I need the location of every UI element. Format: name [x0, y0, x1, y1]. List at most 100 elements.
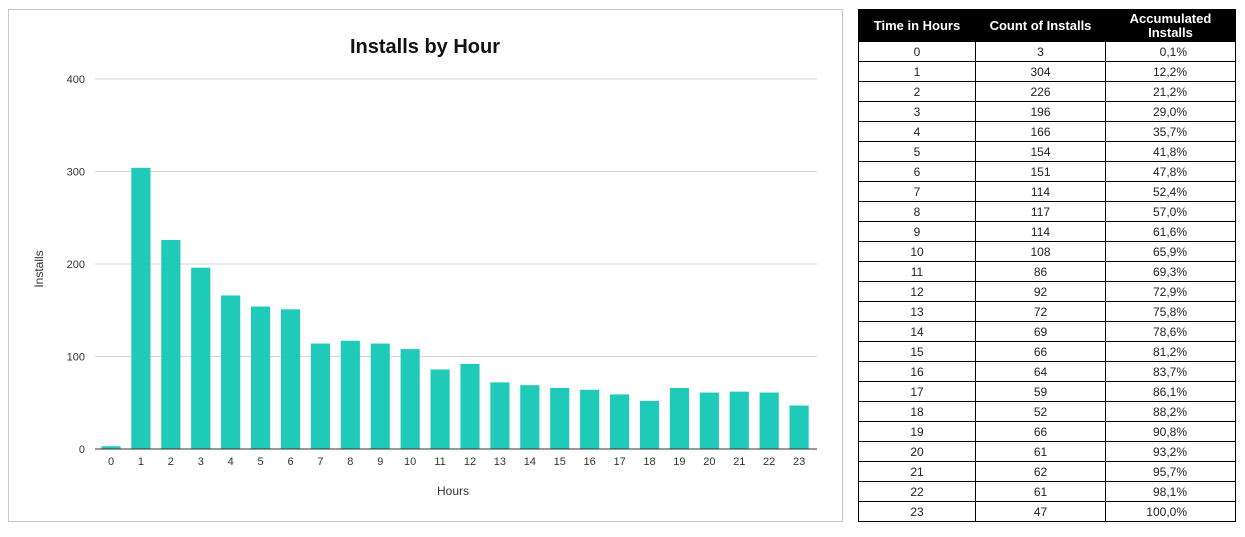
bar-hour-13: [490, 382, 510, 449]
cell-count: 166: [975, 121, 1106, 142]
cell-hour: 10: [858, 241, 976, 262]
cell-count: 52: [975, 401, 1106, 422]
cell-accumulated: 69,3%: [1105, 261, 1236, 282]
table-row: 2 226 21,2%: [858, 81, 1236, 102]
y-tick-label: 0: [79, 444, 85, 456]
bar-hour-14: [520, 385, 540, 449]
cell-hour: 4: [858, 121, 976, 142]
x-tick-label: 16: [584, 456, 596, 468]
cell-accumulated: 12,2%: [1105, 61, 1236, 82]
cell-hour: 1: [858, 61, 976, 82]
cell-hour: 3: [858, 101, 976, 122]
bar-hour-19: [669, 387, 689, 449]
x-tick-label: 23: [793, 456, 805, 468]
cell-accumulated: 88,2%: [1105, 401, 1236, 422]
x-tick-label: 3: [198, 456, 204, 468]
cell-count: 61: [975, 481, 1106, 502]
cell-accumulated: 65,9%: [1105, 241, 1236, 262]
bar-hour-7: [310, 343, 330, 449]
cell-accumulated: 98,1%: [1105, 481, 1236, 502]
cell-hour: 22: [858, 481, 976, 502]
x-axis-label: Hours: [437, 484, 469, 498]
table-row: 20 61 93,2%: [858, 441, 1236, 462]
cell-count: 108: [975, 241, 1106, 262]
bar-hour-12: [460, 363, 480, 449]
bar-hour-4: [221, 295, 241, 449]
bar-hour-5: [251, 306, 271, 449]
cell-accumulated: 0,1%: [1105, 41, 1236, 62]
x-tick-label: 12: [464, 456, 476, 468]
cell-hour: 12: [858, 281, 976, 302]
table-row: 8 117 57,0%: [858, 201, 1236, 222]
cell-accumulated: 72,9%: [1105, 281, 1236, 302]
table-row: 6 151 47,8%: [858, 161, 1236, 182]
cell-accumulated: 52,4%: [1105, 181, 1236, 202]
x-tick-label: 9: [377, 456, 383, 468]
bar-hour-17: [610, 394, 630, 449]
cell-hour: 21: [858, 461, 976, 482]
cell-accumulated: 21,2%: [1105, 81, 1236, 102]
cell-count: 117: [975, 201, 1106, 222]
header-accumulated-installs: Accumulated Installs: [1105, 9, 1236, 42]
cell-hour: 15: [858, 341, 976, 362]
bar-hour-3: [191, 267, 211, 449]
bar-hour-2: [161, 239, 181, 449]
cell-accumulated: 93,2%: [1105, 441, 1236, 462]
x-tick-label: 20: [703, 456, 715, 468]
bar-hour-18: [639, 400, 660, 449]
x-tick-label: 4: [228, 456, 234, 468]
table-row: 3 196 29,0%: [858, 101, 1236, 122]
cell-accumulated: 61,6%: [1105, 221, 1236, 242]
bar-hour-9: [370, 343, 390, 449]
cell-count: 86: [975, 261, 1106, 282]
x-tick-label: 8: [347, 456, 353, 468]
cell-hour: 13: [858, 301, 976, 322]
table-row: 17 59 86,1%: [858, 381, 1236, 402]
cell-count: 196: [975, 101, 1106, 122]
y-tick-label: 100: [67, 352, 85, 364]
cell-hour: 20: [858, 441, 976, 462]
bar-hour-21: [729, 391, 749, 449]
x-tick-label: 10: [404, 456, 416, 468]
cell-accumulated: 83,7%: [1105, 361, 1236, 382]
x-tick-label: 14: [524, 456, 536, 468]
x-tick-label: 1: [138, 456, 144, 468]
cell-hour: 0: [858, 41, 976, 62]
installs-table: Time in Hours Count of Installs Accumula…: [858, 9, 1236, 522]
table-row: 0 3 0,1%: [858, 41, 1236, 62]
cell-accumulated: 75,8%: [1105, 301, 1236, 322]
cell-count: 69: [975, 321, 1106, 342]
bar-hour-10: [400, 349, 420, 449]
cell-count: 62: [975, 461, 1106, 482]
table-row: 7 114 52,4%: [858, 181, 1236, 202]
x-tick-label: 0: [108, 456, 114, 468]
cell-count: 61: [975, 441, 1106, 462]
x-tick-label: 6: [287, 456, 293, 468]
cell-hour: 18: [858, 401, 976, 422]
table-row: 9 114 61,6%: [858, 221, 1236, 242]
x-tick-label: 2: [168, 456, 174, 468]
cell-hour: 7: [858, 181, 976, 202]
cell-hour: 23: [858, 501, 976, 522]
x-tick-label: 11: [434, 456, 445, 468]
cell-count: 59: [975, 381, 1106, 402]
cell-count: 64: [975, 361, 1106, 382]
cell-accumulated: 78,6%: [1105, 321, 1236, 342]
bar-hour-16: [580, 389, 600, 449]
bar-hour-0: [101, 446, 121, 449]
y-tick-label: 300: [67, 167, 85, 179]
cell-hour: 11: [858, 261, 976, 282]
bar-hour-22: [759, 392, 779, 449]
cell-accumulated: 47,8%: [1105, 161, 1236, 182]
table-row: 10 108 65,9%: [858, 241, 1236, 262]
cell-count: 47: [975, 501, 1106, 522]
table-row: 4 166 35,7%: [858, 121, 1236, 142]
cell-accumulated: 57,0%: [1105, 201, 1236, 222]
x-tick-label: 5: [258, 456, 264, 468]
cell-count: 154: [975, 141, 1106, 162]
table-row: 22 61 98,1%: [858, 481, 1236, 502]
cell-accumulated: 35,7%: [1105, 121, 1236, 142]
y-tick-label: 200: [67, 259, 85, 271]
cell-count: 66: [975, 341, 1106, 362]
